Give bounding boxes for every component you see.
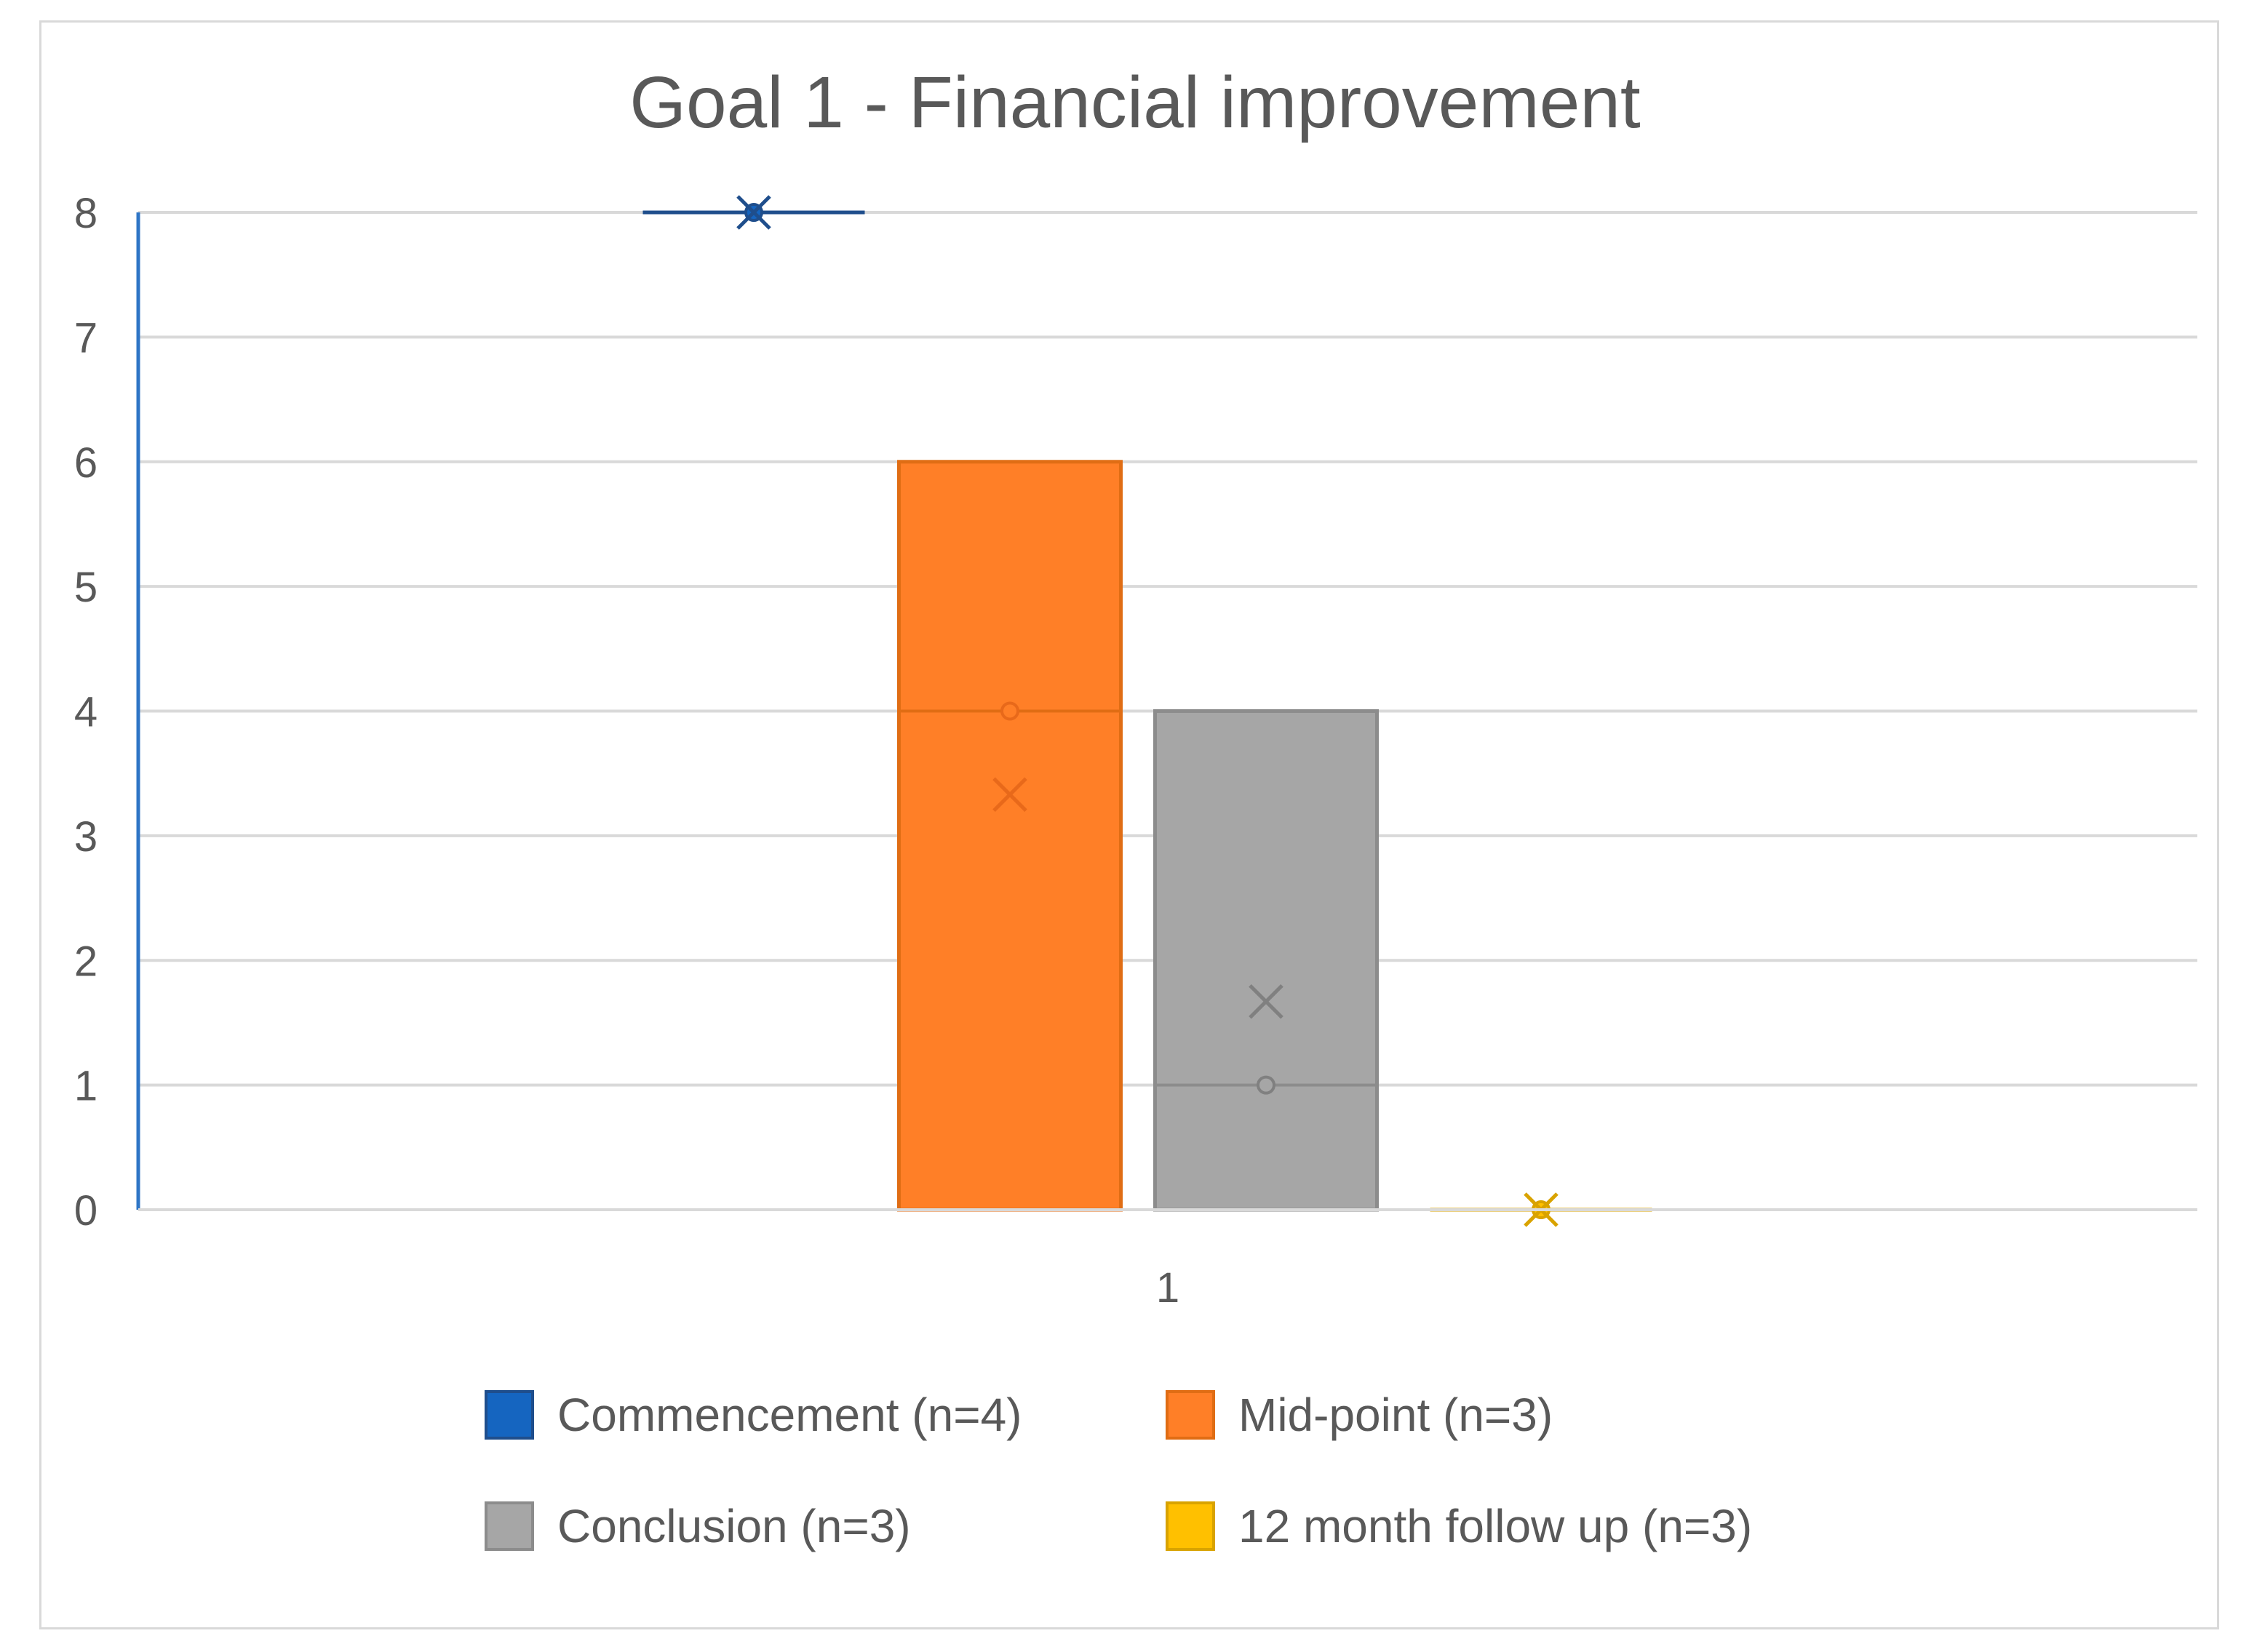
y-tick-label: 0 [74,1187,97,1234]
legend-swatch [485,1501,534,1551]
y-tick-label: 3 [74,813,97,861]
legend-item: Commencement (n=4) [485,1389,1022,1441]
chart-title: Goal 1 - Financial improvement [629,62,1641,143]
box-series [1153,709,1379,1212]
legend-item: Mid-point (n=3) [1166,1389,1553,1441]
axis-layer: 0 1 2 3 4 5 6 7 8 1 [74,190,2197,1312]
legend-item: 12 month follow up (n=3) [1166,1500,1752,1552]
legend: Commencement (n=4) Mid-point (n=3) Conclus… [485,1389,1752,1552]
box-body [1153,709,1379,1212]
x-tick-label: 1 [1156,1264,1179,1312]
median-marker [1000,701,1019,721]
box-series [642,195,865,230]
box-body [897,460,1123,1212]
y-tick-label: 4 [74,689,97,736]
legend-label: Conclusion (n=3) [557,1500,911,1552]
y-tick-label: 2 [74,938,97,985]
mean-marker [1249,984,1283,1019]
legend-swatch [1166,1501,1215,1551]
mean-marker [736,195,771,230]
y-tick-label: 8 [74,190,97,237]
y-tick-label: 5 [74,564,97,611]
legend-swatch [1166,1390,1215,1440]
legend-swatch [485,1390,534,1440]
legend-label: 12 month follow up (n=3) [1238,1500,1752,1552]
mean-marker [992,777,1027,813]
y-tick-label: 6 [74,439,97,487]
legend-label: Mid-point (n=3) [1238,1389,1553,1441]
mean-marker-stroke [736,195,771,230]
mean-marker-stroke [992,777,1027,813]
legend-item: Conclusion (n=3) [485,1500,911,1552]
median-marker [1257,1075,1275,1095]
y-tick-label: 7 [74,314,97,362]
y-tick-label: 1 [74,1063,97,1110]
legend-label: Commencement (n=4) [557,1389,1022,1441]
mean-marker-stroke [1249,984,1283,1019]
chart-frame [39,20,2219,1629]
box-series [897,460,1123,1212]
